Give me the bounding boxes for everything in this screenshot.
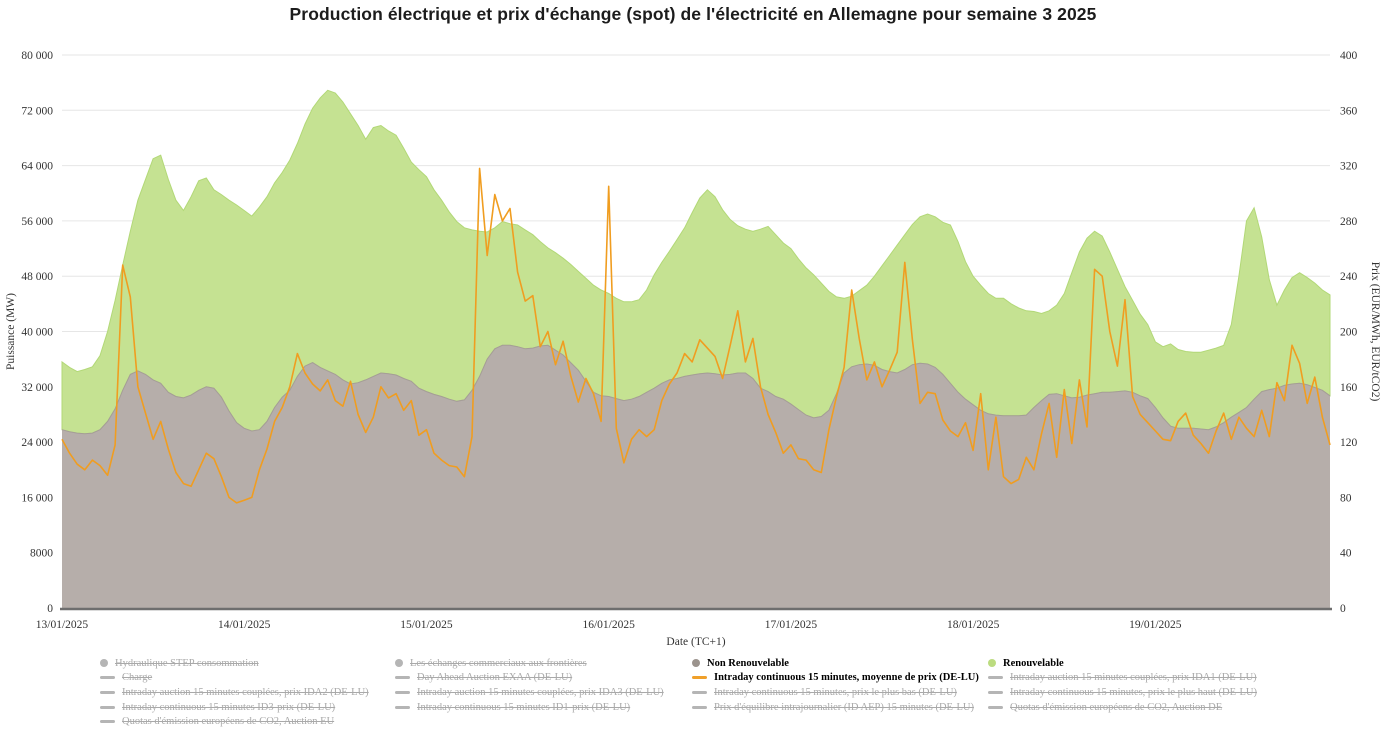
- legend-line-marker-icon: [100, 705, 115, 709]
- legend-line-marker-icon: [100, 720, 115, 724]
- y-left-tick-label: 72 000: [21, 105, 53, 117]
- chart-legend: Hydraulique STEP consommation Charge Intra…: [0, 656, 1386, 727]
- x-tick-label: 14/01/2025: [218, 619, 271, 631]
- legend-item[interactable]: Intraday continuous 15 minutes, prix le …: [988, 685, 1257, 700]
- y-left-tick-label: 16 000: [21, 492, 53, 504]
- legend-line-marker-icon: [395, 690, 410, 694]
- legend-item-label: Charge: [122, 672, 153, 684]
- legend-item[interactable]: Prix d'équilibre intrajournalier (ID AEP…: [692, 700, 979, 715]
- legend-line-marker-icon: [100, 676, 115, 680]
- legend-circle-marker-icon: [692, 659, 700, 668]
- y-right-tick-label: 80: [1340, 492, 1352, 504]
- legend-column-1: Hydraulique STEP consommation Charge Intra…: [100, 656, 369, 729]
- legend-circle-marker-icon: [395, 659, 403, 668]
- legend-item-label: Quotas d'émission européens de CO2, Auct…: [122, 716, 335, 728]
- legend-circle-marker-icon: [988, 659, 996, 668]
- legend-line-marker-icon: [988, 690, 1003, 694]
- x-axis-title: Date (TC+1): [666, 636, 725, 648]
- legend-item[interactable]: Intraday auction 15 minutes couplées, pr…: [100, 685, 369, 700]
- y-left-tick-label: 24 000: [21, 437, 53, 449]
- legend-item[interactable]: Intraday continuous 15 minutes, prix le …: [692, 685, 979, 700]
- legend-item-label: Intraday auction 15 minutes couplées, pr…: [417, 686, 664, 698]
- area-non-renewable-edge: [61, 344, 1331, 435]
- legend-item-label: Intraday continuous 15 minutes, prix le …: [1010, 686, 1257, 698]
- legend-item[interactable]: Non Renouvelable: [692, 656, 979, 671]
- legend-item[interactable]: Renouvelable: [988, 656, 1257, 671]
- legend-line-marker-icon: [692, 690, 707, 694]
- y-right-tick-label: 400: [1340, 50, 1358, 62]
- legend-item-label: Intraday continuous 15 minutes, moyenne …: [714, 672, 979, 684]
- y-left-axis-title: Puissance (MW): [5, 293, 17, 370]
- y-right-tick-label: 240: [1340, 271, 1358, 283]
- legend-item-label: Intraday auction 15 minutes couplées, pr…: [1010, 672, 1257, 684]
- legend-line-marker-icon: [395, 705, 410, 709]
- legend-line-marker-icon: [692, 676, 707, 680]
- legend-item[interactable]: Les échanges commerciaux aux frontières: [395, 656, 664, 671]
- legend-item-label: Prix d'équilibre intrajournalier (ID AEP…: [714, 701, 974, 713]
- legend-line-marker-icon: [395, 676, 410, 680]
- x-tick-label: 18/01/2025: [947, 619, 1000, 631]
- y-left-tick-label: 40 000: [21, 327, 53, 339]
- legend-item-label: Les échanges commerciaux aux frontières: [410, 657, 587, 669]
- legend-item-label: Intraday continuous 15 minutes ID3-prix …: [122, 701, 336, 713]
- y-left-tick-label: 32 000: [21, 382, 53, 394]
- area-non-renewable: [62, 345, 1330, 608]
- chart-title: Production électrique et prix d'échange …: [289, 4, 1097, 24]
- y-right-tick-label: 120: [1340, 437, 1358, 449]
- legend-item-label: Hydraulique STEP consommation: [115, 657, 259, 669]
- price-line: [61, 167, 1331, 504]
- x-tick-label: 16/01/2025: [582, 619, 635, 631]
- legend-line-marker-icon: [988, 705, 1003, 709]
- legend-item[interactable]: Charge: [100, 671, 369, 686]
- y-right-tick-label: 40: [1340, 548, 1352, 560]
- legend-item[interactable]: Intraday continuous 15 minutes ID1-prix …: [395, 700, 664, 715]
- legend-item-label: Renouvelable: [1003, 657, 1064, 669]
- x-tick-label: 13/01/2025: [36, 619, 89, 631]
- legend-item[interactable]: Day Ahead Auction EXAA (DE-LU): [395, 671, 664, 686]
- legend-circle-marker-icon: [100, 659, 108, 668]
- y-right-tick-label: 280: [1340, 216, 1358, 228]
- legend-column-3: Non Renouvelable Intraday continuous 15 m…: [692, 656, 979, 714]
- legend-item-label: Intraday auction 15 minutes couplées, pr…: [122, 686, 369, 698]
- y-right-tick-label: 360: [1340, 105, 1358, 117]
- legend-item[interactable]: Intraday continuous 15 minutes, moyenne …: [692, 671, 979, 686]
- y-right-axis-title: Prix (EUR/MWh, EUR/tCO2): [1369, 262, 1381, 402]
- legend-line-marker-icon: [988, 676, 1003, 680]
- legend-item[interactable]: Quotas d'émission européens de CO2, Auct…: [988, 700, 1257, 715]
- y-left-tick-label: 64 000: [21, 161, 53, 173]
- y-left-tick-label: 8000: [30, 548, 53, 560]
- y-left-tick-label: 0: [47, 603, 53, 615]
- legend-item-label: Day Ahead Auction EXAA (DE-LU): [417, 672, 573, 684]
- legend-item[interactable]: Intraday auction 15 minutes couplées, pr…: [395, 685, 664, 700]
- y-left-tick-label: 48 000: [21, 271, 53, 283]
- legend-item-label: Quotas d'émission européens de CO2, Auct…: [1010, 701, 1223, 713]
- x-tick-label: 17/01/2025: [765, 619, 818, 631]
- legend-item-label: Intraday continuous 15 minutes, prix le …: [714, 686, 957, 698]
- legend-item[interactable]: Quotas d'émission européens de CO2, Auct…: [100, 714, 369, 729]
- legend-item-label: Intraday continuous 15 minutes ID1-prix …: [417, 701, 631, 713]
- y-left-tick-label: 80 000: [21, 50, 53, 62]
- y-right-tick-label: 200: [1340, 327, 1358, 339]
- legend-column-2: Les échanges commerciaux aux frontières D…: [395, 656, 664, 714]
- legend-item[interactable]: Hydraulique STEP consommation: [100, 656, 369, 671]
- legend-line-marker-icon: [692, 705, 707, 709]
- legend-item[interactable]: Intraday continuous 15 minutes ID3-prix …: [100, 700, 369, 715]
- legend-column-4: Renouvelable Intraday auction 15 minutes …: [988, 656, 1257, 714]
- x-tick-label: 15/01/2025: [400, 619, 453, 631]
- y-right-tick-label: 160: [1340, 382, 1358, 394]
- legend-item[interactable]: Intraday auction 15 minutes couplées, pr…: [988, 671, 1257, 686]
- y-right-tick-label: 0: [1340, 603, 1346, 615]
- legend-line-marker-icon: [100, 690, 115, 694]
- y-right-tick-label: 320: [1340, 161, 1358, 173]
- chart-canvas: 0 0 8000 40 16 000 80 24 000 120 32 000 160 40 000…: [5, 50, 1381, 648]
- y-left-tick-label: 56 000: [21, 216, 53, 228]
- x-tick-label: 19/01/2025: [1129, 619, 1182, 631]
- legend-item-label: Non Renouvelable: [707, 657, 789, 669]
